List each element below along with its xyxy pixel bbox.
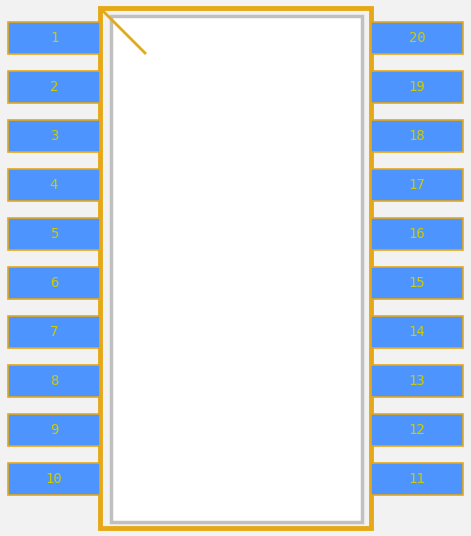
Bar bbox=[371, 316, 463, 348]
Bar bbox=[8, 71, 100, 103]
Text: 19: 19 bbox=[409, 80, 425, 94]
Text: 8: 8 bbox=[50, 374, 58, 388]
Text: 9: 9 bbox=[50, 423, 58, 437]
Text: 10: 10 bbox=[46, 472, 62, 486]
Bar bbox=[8, 267, 100, 299]
Text: 17: 17 bbox=[409, 178, 425, 192]
Text: 12: 12 bbox=[409, 423, 425, 437]
Bar bbox=[8, 463, 100, 495]
Bar bbox=[8, 22, 100, 54]
Text: 7: 7 bbox=[50, 325, 58, 339]
Bar bbox=[371, 463, 463, 495]
Text: 18: 18 bbox=[409, 129, 425, 143]
Text: 13: 13 bbox=[409, 374, 425, 388]
Text: 11: 11 bbox=[409, 472, 425, 486]
Bar bbox=[371, 414, 463, 446]
Bar bbox=[371, 218, 463, 250]
Text: 3: 3 bbox=[50, 129, 58, 143]
Text: 20: 20 bbox=[409, 31, 425, 45]
Bar bbox=[100, 8, 371, 528]
Text: 14: 14 bbox=[409, 325, 425, 339]
Text: 1: 1 bbox=[50, 31, 58, 45]
Text: 4: 4 bbox=[50, 178, 58, 192]
Bar bbox=[8, 365, 100, 397]
Bar bbox=[8, 218, 100, 250]
Bar bbox=[371, 365, 463, 397]
Bar bbox=[371, 71, 463, 103]
Bar bbox=[111, 16, 362, 522]
Text: 5: 5 bbox=[50, 227, 58, 241]
Text: 16: 16 bbox=[409, 227, 425, 241]
Text: 6: 6 bbox=[50, 276, 58, 290]
Bar bbox=[371, 267, 463, 299]
Bar bbox=[371, 120, 463, 152]
Text: 2: 2 bbox=[50, 80, 58, 94]
Text: 15: 15 bbox=[409, 276, 425, 290]
Bar bbox=[8, 414, 100, 446]
Bar bbox=[8, 316, 100, 348]
Bar bbox=[371, 169, 463, 201]
Bar bbox=[371, 22, 463, 54]
Bar bbox=[8, 169, 100, 201]
Bar bbox=[8, 120, 100, 152]
